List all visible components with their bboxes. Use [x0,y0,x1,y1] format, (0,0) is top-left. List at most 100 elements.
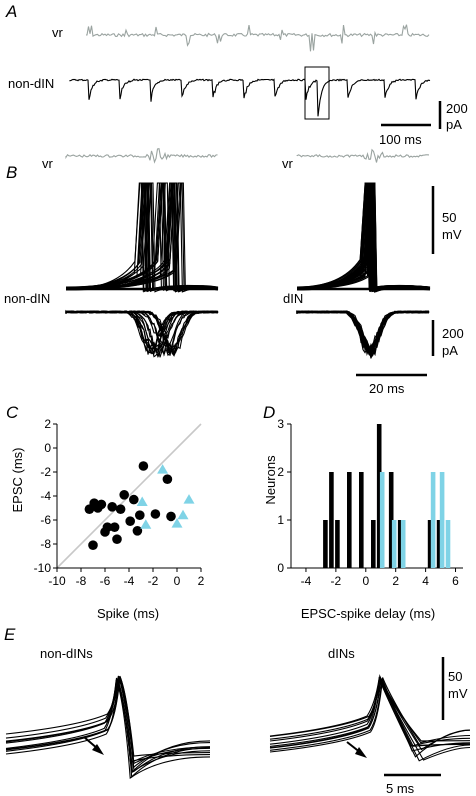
histogram-bar [323,520,328,568]
y-tick-label: -2 [40,465,51,479]
histogram-bar [439,472,445,568]
y-tick-label: 0 [277,561,284,575]
x-tick-label: -2 [148,574,159,588]
panel-b-voltage-scale-unit: mV [442,227,462,242]
histogram-bar [397,520,403,568]
spike-waveform [269,678,471,747]
panel-b-left-cell-label: non-dIN [4,291,50,306]
data-point [119,490,129,500]
spike-waveform [5,676,211,769]
panel-d-histogram: 0 1 2 3 -4 -2 0 2 4 6 [277,417,463,588]
panel-a-current-trace [69,78,431,117]
x-tick-label: -6 [100,574,111,588]
data-point [162,474,173,485]
epsc-trace [296,310,429,358]
spike-waveform [5,677,211,763]
histogram-bar [371,520,376,568]
y-tick-label: -4 [40,489,51,503]
histogram-bar [427,520,433,568]
panel-e-letter: E [4,625,16,644]
histogram-bar [379,472,385,568]
panel-b-non-din-traces [65,148,219,359]
data-point [135,510,145,520]
panel-b-right-cell-label: dIN [283,291,303,306]
panel-d-ylabel: Neurons [263,455,278,505]
panel-b-letter: B [6,163,17,182]
y-tick-label: 2 [44,417,51,431]
y-tick-label: -10 [34,561,52,575]
histogram-bar [359,472,364,568]
panel-e-right-title: dINs [328,646,355,661]
x-tick-label: 4 [422,574,429,588]
panel-b-current-scale-value: 200 [442,326,464,341]
spike-trace [296,182,431,293]
x-tick-label: 0 [174,574,181,588]
data-point [132,526,143,536]
panel-c-letter: C [6,403,19,422]
data-point [109,522,120,532]
epsc-trace [65,310,219,355]
data-point [166,511,176,522]
panel-b-right-vr-label: vr [282,156,294,171]
histogram-bar [347,472,352,568]
spike-waveform [269,676,471,758]
panel-b-time-scale-label: 20 ms [369,381,405,396]
data-point [102,522,113,532]
x-tick-label: -4 [301,574,312,588]
histogram-bar [400,520,406,568]
data-point [177,509,189,520]
data-point [140,519,152,529]
panel-c-xlabel: Spike (ms) [97,606,159,621]
data-point [129,494,139,505]
x-tick-label: 0 [362,574,369,588]
panel-e-time-scale-label: 5 ms [386,781,415,796]
x-tick-label: -8 [76,574,87,588]
panel-c-scatter-chart: 2 0 -2 -4 -6 -8 -10-10 -8 -6 -4 -2 0 2 [34,417,205,588]
data-point [112,534,122,544]
panel-b-left-vr-label: vr [42,156,54,171]
x-tick-label: 2 [392,574,399,588]
panel-e-non-din-traces [5,675,211,780]
panel-a-zoom-box [304,66,330,120]
x-tick-label: -4 [124,574,135,588]
data-point [150,509,161,519]
y-tick-label: 2 [277,465,284,479]
y-tick-label: 1 [277,513,284,527]
y-tick-label: -6 [40,513,51,527]
spike-waveform [269,678,471,747]
panel-a-vr-label: vr [52,25,64,40]
panel-e-left-arrow-icon [83,736,104,755]
y-tick-label: 0 [44,441,51,455]
histogram-bar [436,520,442,568]
histogram-bar [388,472,394,568]
panel-a-time-scale-label: 100 ms [379,132,422,147]
panel-b-current-scale-unit: pA [442,343,458,358]
data-point [157,464,169,474]
panel-e-voltage-scale-value: 50 [448,669,462,684]
data-point [96,499,107,510]
histogram-bar [445,520,451,568]
panel-a-cell-label: non-dIN [8,76,54,91]
spike-waveform [269,674,471,744]
spike-waveform [5,676,211,774]
panel-d-xlabel: EPSC-spike delay (ms) [301,606,435,621]
panel-a-vr-trace [86,24,430,52]
panel-e-voltage-scale-unit: mV [448,686,468,701]
panel-a-letter: A [5,2,17,21]
x-tick-label: 6 [452,574,459,588]
x-tick-label: -2 [331,574,342,588]
panel-e-right-arrow-icon [346,741,367,758]
panel-e-din-traces [269,674,471,762]
data-point [107,502,117,512]
panel-b-din-traces [296,148,431,359]
data-point [125,516,135,526]
spike-waveform [5,675,211,765]
vr-trace [65,148,218,164]
data-point [115,504,126,514]
panel-b-voltage-scale-value: 50 [442,210,456,225]
spike-trace [65,182,219,291]
x-tick-label: 2 [198,574,205,588]
histogram-bar [391,520,397,568]
histogram-bar [329,472,334,568]
